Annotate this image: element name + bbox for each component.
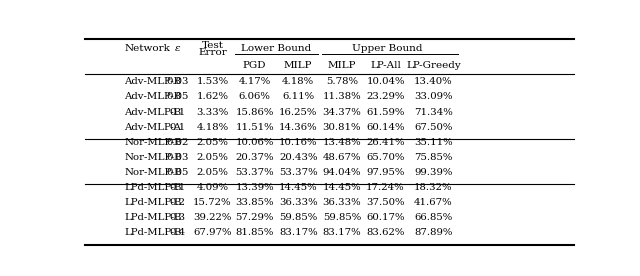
- Text: 0.1: 0.1: [170, 183, 186, 192]
- Text: 16.25%: 16.25%: [279, 108, 317, 116]
- Text: 99.39%: 99.39%: [414, 168, 452, 177]
- Text: LPd-MLP-B: LPd-MLP-B: [124, 213, 182, 222]
- Text: 0.03: 0.03: [166, 77, 189, 86]
- Text: 0.1: 0.1: [170, 108, 186, 116]
- Text: PGD: PGD: [243, 61, 266, 70]
- Text: 0.3: 0.3: [170, 213, 186, 222]
- Text: LPd-MLP-B: LPd-MLP-B: [124, 198, 182, 207]
- Text: 53.37%: 53.37%: [236, 168, 274, 177]
- Text: 34.37%: 34.37%: [323, 108, 361, 116]
- Text: 53.37%: 53.37%: [279, 168, 317, 177]
- Text: 15.72%: 15.72%: [193, 198, 232, 207]
- Text: Network: Network: [124, 44, 170, 53]
- Text: 0.4: 0.4: [170, 228, 186, 237]
- Text: 6.11%: 6.11%: [282, 92, 314, 102]
- Text: 60.14%: 60.14%: [366, 123, 404, 132]
- Text: 1.62%: 1.62%: [196, 92, 228, 102]
- Text: 60.17%: 60.17%: [366, 213, 404, 222]
- Text: 4.17%: 4.17%: [239, 77, 271, 86]
- Text: 10.04%: 10.04%: [366, 77, 404, 86]
- Text: 65.70%: 65.70%: [366, 153, 404, 162]
- Text: 11.38%: 11.38%: [323, 92, 361, 102]
- Text: Adv-MLP-B: Adv-MLP-B: [124, 92, 181, 102]
- Text: MILP: MILP: [328, 61, 356, 70]
- Text: ε: ε: [175, 44, 180, 53]
- Text: 13.48%: 13.48%: [323, 138, 361, 147]
- Text: 4.18%: 4.18%: [282, 77, 314, 86]
- Text: 13.40%: 13.40%: [414, 77, 452, 86]
- Text: 66.85%: 66.85%: [414, 213, 452, 222]
- Text: 67.50%: 67.50%: [414, 123, 452, 132]
- Text: 37.50%: 37.50%: [366, 198, 404, 207]
- Text: 48.67%: 48.67%: [323, 153, 361, 162]
- Text: 83.17%: 83.17%: [279, 228, 317, 237]
- Text: 2.05%: 2.05%: [196, 138, 228, 147]
- Text: 2.05%: 2.05%: [196, 168, 228, 177]
- Text: Test: Test: [202, 41, 223, 50]
- Text: 3.33%: 3.33%: [196, 108, 228, 116]
- Text: 87.89%: 87.89%: [414, 228, 452, 237]
- Text: Adv-MLP-B: Adv-MLP-B: [124, 108, 181, 116]
- Text: 33.09%: 33.09%: [414, 92, 452, 102]
- Text: 0.1: 0.1: [170, 123, 186, 132]
- Text: 97.95%: 97.95%: [366, 168, 404, 177]
- Text: 39.22%: 39.22%: [193, 213, 232, 222]
- Text: 83.62%: 83.62%: [366, 228, 404, 237]
- Text: 23.29%: 23.29%: [366, 92, 404, 102]
- Text: LPd-MLP-B: LPd-MLP-B: [124, 183, 182, 192]
- Text: 1.53%: 1.53%: [196, 77, 228, 86]
- Text: 20.43%: 20.43%: [279, 153, 317, 162]
- Text: 13.39%: 13.39%: [236, 183, 274, 192]
- Text: 59.85%: 59.85%: [323, 213, 361, 222]
- Text: 81.85%: 81.85%: [236, 228, 274, 237]
- Text: 61.59%: 61.59%: [366, 108, 404, 116]
- Text: 4.09%: 4.09%: [196, 183, 228, 192]
- Text: 0.03: 0.03: [166, 153, 189, 162]
- Text: Error: Error: [198, 47, 227, 57]
- Text: LP-Greedy: LP-Greedy: [406, 61, 461, 70]
- Text: 94.04%: 94.04%: [323, 168, 361, 177]
- Text: 26.41%: 26.41%: [366, 138, 404, 147]
- Text: 30.81%: 30.81%: [323, 123, 361, 132]
- Text: 4.18%: 4.18%: [196, 123, 228, 132]
- Text: LPd-MLP-B: LPd-MLP-B: [124, 228, 182, 237]
- Text: 10.06%: 10.06%: [236, 138, 274, 147]
- Text: Upper Bound: Upper Bound: [352, 44, 422, 53]
- Text: 0.05: 0.05: [166, 92, 189, 102]
- Text: 10.16%: 10.16%: [279, 138, 317, 147]
- Text: 33.85%: 33.85%: [236, 198, 274, 207]
- Text: 36.33%: 36.33%: [279, 198, 317, 207]
- Text: 41.67%: 41.67%: [414, 198, 452, 207]
- Text: 17.24%: 17.24%: [366, 183, 405, 192]
- Text: 14.45%: 14.45%: [323, 183, 361, 192]
- Text: 57.29%: 57.29%: [236, 213, 274, 222]
- Text: LP-All: LP-All: [370, 61, 401, 70]
- Text: MILP: MILP: [284, 61, 312, 70]
- Text: 15.86%: 15.86%: [236, 108, 274, 116]
- Text: 83.17%: 83.17%: [323, 228, 361, 237]
- Text: 67.97%: 67.97%: [193, 228, 232, 237]
- Text: Nor-MLP-B: Nor-MLP-B: [124, 153, 182, 162]
- Text: Adv-MLP-B: Adv-MLP-B: [124, 77, 181, 86]
- Text: 0.02: 0.02: [166, 138, 189, 147]
- Text: 5.78%: 5.78%: [326, 77, 358, 86]
- Text: 6.06%: 6.06%: [239, 92, 271, 102]
- Text: Lower Bound: Lower Bound: [241, 44, 312, 53]
- Text: 0.2: 0.2: [170, 198, 186, 207]
- Text: 14.36%: 14.36%: [279, 123, 317, 132]
- Text: 36.33%: 36.33%: [323, 198, 361, 207]
- Text: 20.37%: 20.37%: [236, 153, 274, 162]
- Text: 11.51%: 11.51%: [236, 123, 274, 132]
- Text: Nor-MLP-B: Nor-MLP-B: [124, 168, 182, 177]
- Text: 71.34%: 71.34%: [414, 108, 452, 116]
- Text: 14.45%: 14.45%: [279, 183, 317, 192]
- Text: 18.32%: 18.32%: [414, 183, 452, 192]
- Text: 35.11%: 35.11%: [414, 138, 452, 147]
- Text: 0.05: 0.05: [166, 168, 189, 177]
- Text: 2.05%: 2.05%: [196, 153, 228, 162]
- Text: 59.85%: 59.85%: [279, 213, 317, 222]
- Text: 75.85%: 75.85%: [414, 153, 452, 162]
- Text: Nor-MLP-B: Nor-MLP-B: [124, 138, 182, 147]
- Text: Adv-MLP-A: Adv-MLP-A: [124, 123, 181, 132]
